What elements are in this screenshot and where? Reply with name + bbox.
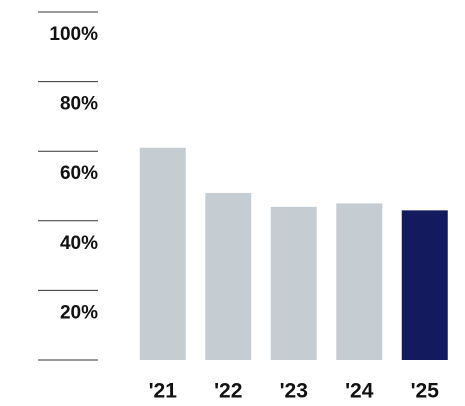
x-tick-label: '24 (345, 380, 374, 403)
bar (205, 192, 252, 360)
x-tick-label: '22 (214, 380, 242, 403)
x-tick-label: '25 (411, 380, 440, 403)
y-tick-label: 100% (49, 24, 98, 45)
y-tick-label: 40% (60, 233, 98, 254)
x-tick-label: '21 (149, 380, 178, 403)
bar (139, 147, 186, 360)
bar (401, 210, 448, 360)
y-tick-label: 20% (60, 302, 98, 323)
bar (336, 203, 383, 360)
bar (270, 206, 317, 360)
y-tick-label: 80% (60, 94, 98, 115)
y-tick-label: 60% (60, 163, 98, 184)
x-tick-label: '23 (280, 380, 308, 403)
